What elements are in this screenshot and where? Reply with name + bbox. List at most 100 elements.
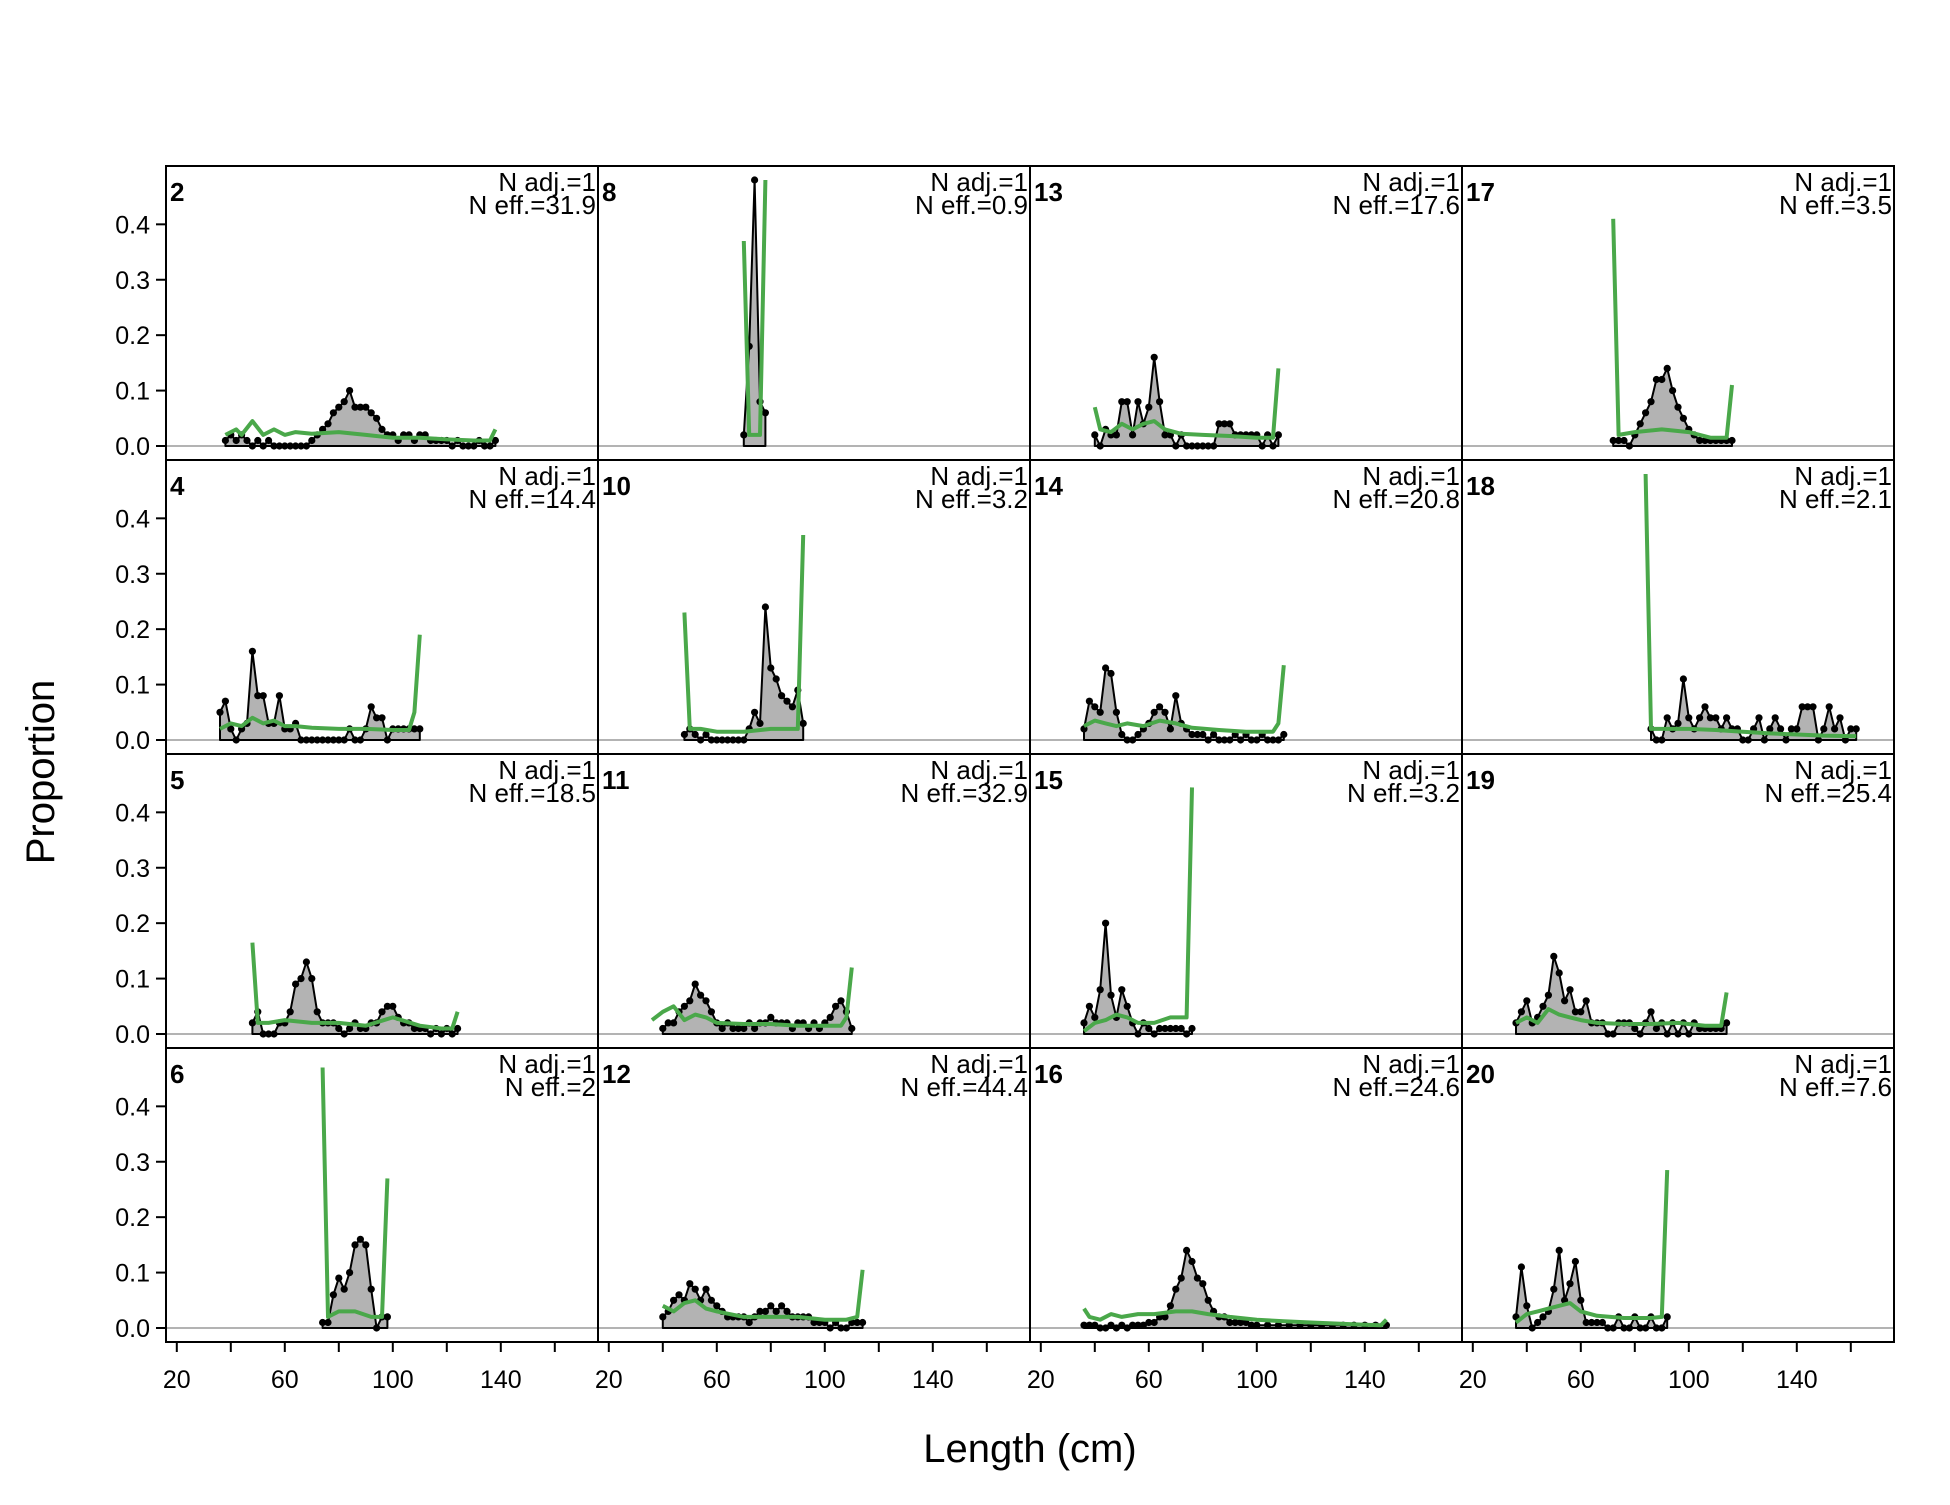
observed-point xyxy=(1107,991,1115,999)
observed-point xyxy=(1658,375,1666,384)
observed-point xyxy=(1150,708,1158,716)
observed-point xyxy=(1766,725,1774,733)
observed-point xyxy=(1193,730,1201,739)
observed-point xyxy=(1609,1324,1617,1332)
observed-point xyxy=(1274,1321,1282,1329)
observed-point xyxy=(1609,436,1617,445)
x-tick-label: 60 xyxy=(1567,1366,1595,1394)
y-tick-label: 0.0 xyxy=(115,433,150,461)
observed-point xyxy=(324,1318,332,1327)
observed-point xyxy=(670,1296,678,1304)
observed-point xyxy=(1091,1321,1099,1329)
observed-point xyxy=(351,403,359,411)
observed-point xyxy=(335,736,343,744)
observed-point xyxy=(1145,1318,1153,1327)
observed-point xyxy=(853,1318,861,1327)
observed-point xyxy=(697,991,705,999)
observed-point xyxy=(1161,708,1169,716)
observed-point xyxy=(227,725,235,733)
observed-point xyxy=(756,719,764,728)
observed-point xyxy=(1593,1318,1601,1327)
observed-point xyxy=(1129,1321,1137,1329)
x-tick-label: 100 xyxy=(1668,1366,1710,1394)
observed-point xyxy=(1744,736,1752,744)
observed-point xyxy=(1841,736,1849,744)
observed-point xyxy=(470,442,478,450)
observed-point xyxy=(1825,703,1833,711)
panel-id-label: 11 xyxy=(602,765,630,795)
panel-id-label: 16 xyxy=(1034,1059,1063,1089)
observed-point xyxy=(1080,1321,1088,1329)
observed-area xyxy=(1650,678,1858,741)
observed-point xyxy=(659,1313,667,1321)
observed-point xyxy=(367,703,375,711)
observed-point xyxy=(1777,725,1785,733)
observed-point xyxy=(659,1024,667,1033)
observed-point xyxy=(221,697,229,705)
observed-point xyxy=(281,442,289,450)
observed-point xyxy=(1679,675,1687,683)
x-tick-label: 100 xyxy=(1236,1366,1278,1394)
observed-point xyxy=(1571,1257,1579,1266)
observed-point xyxy=(1215,736,1223,744)
observed-point xyxy=(1096,986,1104,994)
x-tick-label: 140 xyxy=(912,1366,954,1394)
observed-point xyxy=(427,1030,435,1038)
panel-plot-area xyxy=(598,534,1030,744)
x-tick-label: 60 xyxy=(271,1366,299,1394)
observed-point xyxy=(1723,1019,1731,1027)
observed-point xyxy=(837,997,845,1005)
n-eff-label: N eff.=18.5 xyxy=(469,778,596,808)
observed-point xyxy=(1161,431,1169,439)
observed-point xyxy=(1226,1318,1234,1327)
observed-point xyxy=(1129,736,1137,744)
y-tick-label: 0.4 xyxy=(115,211,150,239)
observed-point xyxy=(1685,1030,1693,1038)
expected-line xyxy=(1514,1170,1670,1325)
y-tick-label: 0.0 xyxy=(115,727,150,755)
observed-point xyxy=(416,725,424,733)
expected-line xyxy=(1611,218,1734,440)
observed-point xyxy=(308,736,316,744)
observed-point xyxy=(1658,736,1666,744)
observed-point xyxy=(734,1024,743,1033)
n-adj-label: N adj.=1 xyxy=(498,755,596,785)
observed-point xyxy=(1102,664,1110,672)
observed-point xyxy=(491,436,499,445)
observed-point xyxy=(848,1024,856,1033)
observed-point xyxy=(1636,1030,1644,1038)
observed-point xyxy=(1150,353,1158,361)
n-eff-label: N eff.=7.6 xyxy=(1779,1072,1892,1102)
panel-plot-area xyxy=(1462,952,1894,1038)
observed-point xyxy=(329,1291,337,1299)
observed-point xyxy=(778,1302,786,1310)
observed-point xyxy=(1847,725,1855,733)
observed-point xyxy=(1264,736,1272,744)
observed-point xyxy=(1517,1263,1525,1271)
panel-plot-area xyxy=(1030,664,1462,744)
observed-point xyxy=(1258,442,1266,450)
panel-11: 11 N adj.=1N eff.=32.9 xyxy=(597,753,1031,1049)
observed-point xyxy=(729,1024,737,1033)
observed-point xyxy=(389,1002,397,1010)
observed-point xyxy=(686,997,694,1005)
observed-point xyxy=(740,431,748,439)
observed-point xyxy=(691,1285,699,1293)
panel-id-label: 2 xyxy=(170,177,184,207)
y-tick-label: 0.2 xyxy=(115,1204,150,1232)
panel-id-label: 14 xyxy=(1034,471,1063,501)
observed-point xyxy=(346,387,354,395)
panel-15: 15 N adj.=1N eff.=3.2 xyxy=(1029,753,1463,1049)
panel-id-label: 4 xyxy=(170,471,185,501)
observed-point xyxy=(1696,436,1704,445)
observed-point xyxy=(1193,1274,1201,1282)
observed-point xyxy=(1134,730,1142,739)
observed-point xyxy=(1112,431,1120,439)
observed-point xyxy=(248,647,256,655)
observed-point xyxy=(232,436,240,445)
x-tick-label: 100 xyxy=(372,1366,414,1394)
observed-point xyxy=(329,409,337,417)
y-axis-title: Proportion xyxy=(19,680,63,865)
